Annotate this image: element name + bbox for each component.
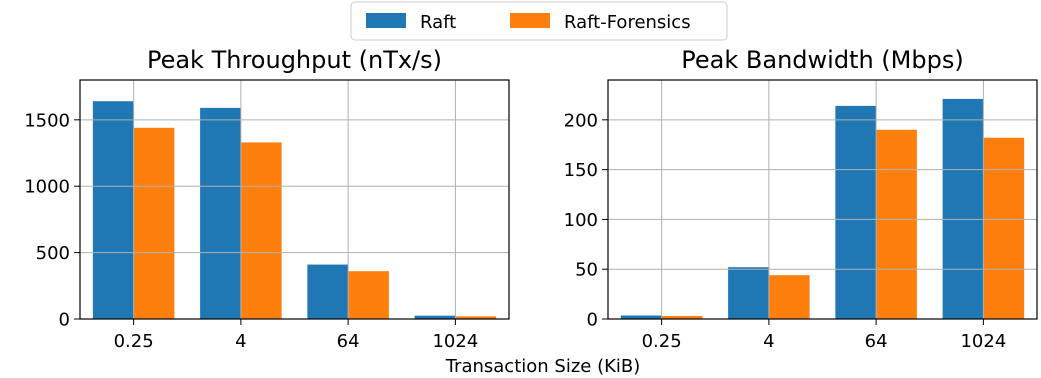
y-tick-label: 150 (564, 160, 598, 181)
bar-bandwidth-raft-1024 (942, 98, 984, 319)
y-tick-label: 200 (564, 110, 598, 131)
x-tick-label: 0.25 (114, 331, 154, 352)
bar-throughput-raft-64 (307, 264, 349, 319)
y-tick-label: 1000 (24, 177, 70, 198)
axes-frame (79, 79, 510, 320)
bar-throughput-raft-4 (200, 107, 241, 319)
chart-title-throughput: Peak Throughput (nTx/s) (147, 46, 442, 74)
bar-bandwidth-raft-4 (728, 267, 769, 319)
x-tick-label: 4 (763, 331, 774, 352)
y-tick-label: 100 (564, 210, 598, 231)
y-tick-label: 500 (36, 243, 70, 264)
bar-throughput-raft-forensics-0.25 (133, 127, 175, 319)
legend: Raft Raft-Forensics (350, 1, 728, 41)
bar-bandwidth-raft-0.25 (620, 315, 662, 319)
bar-bandwidth-raft-forensics-1024 (983, 137, 1025, 319)
chart-bandwidth: Peak Bandwidth (Mbps) 0 50 100 150 200 0.25 4 6… (564, 46, 1038, 352)
bar-throughput-raft-forensics-1024 (455, 316, 497, 319)
bar-bandwidth-raft-forensics-4 (768, 275, 810, 319)
x-tick-label: 64 (337, 331, 360, 352)
plot-area-bandwidth: 0 50 100 150 200 0.25 4 64 1024 (564, 79, 1038, 352)
bar-throughput-raft-forensics-64 (348, 271, 389, 319)
x-tick-label: 0.25 (642, 331, 682, 352)
y-tick-label: 0 (587, 310, 598, 331)
x-tick-label: 1024 (960, 331, 1006, 352)
axes-frame (607, 79, 1038, 320)
legend-label-raft-forensics: Raft-Forensics (564, 12, 691, 33)
x-tick-label: 4 (235, 331, 246, 352)
chart-title-bandwidth: Peak Bandwidth (Mbps) (681, 46, 963, 74)
y-tick-label: 1500 (24, 110, 70, 131)
legend-swatch-raft (366, 13, 406, 28)
bar-bandwidth-raft-forensics-0.25 (661, 316, 703, 319)
x-tick-label: 64 (865, 331, 888, 352)
legend-label-raft: Raft (420, 12, 456, 33)
legend-swatch-raft-forensics (510, 13, 550, 28)
bar-bandwidth-raft-forensics-64 (876, 129, 917, 319)
x-axis-label: Transaction Size (KiB) (445, 356, 641, 377)
plot-area-throughput: 0 500 1000 1500 0.25 4 64 1024 (24, 79, 510, 352)
x-tick-label: 1024 (432, 331, 478, 352)
bar-throughput-raft-1024 (414, 315, 456, 319)
y-tick-label: 0 (59, 310, 70, 331)
bar-throughput-raft-forensics-4 (240, 142, 282, 319)
bar-throughput-raft-0.25 (92, 101, 134, 320)
chart-throughput: Peak Throughput (nTx/s) 0 500 1000 1500 0.25… (24, 46, 510, 352)
y-tick-label: 50 (575, 260, 598, 281)
bar-bandwidth-raft-64 (835, 105, 877, 319)
